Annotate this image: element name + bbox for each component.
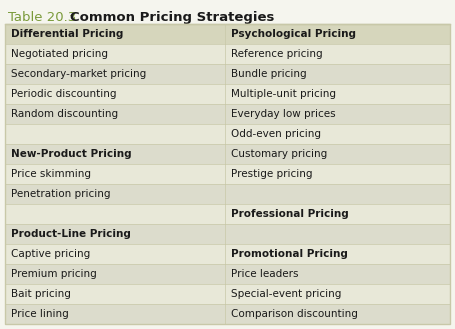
Bar: [5, 144, 450, 164]
Bar: [5, 24, 450, 44]
Text: Differential Pricing: Differential Pricing: [11, 29, 123, 39]
Text: Premium pricing: Premium pricing: [11, 269, 97, 279]
Bar: [5, 204, 450, 224]
Text: Periodic discounting: Periodic discounting: [11, 89, 116, 99]
Text: Price lining: Price lining: [11, 309, 69, 319]
Bar: [5, 244, 450, 264]
Bar: [5, 264, 450, 284]
Text: New-Product Pricing: New-Product Pricing: [11, 149, 131, 159]
Text: Common Pricing Strategies: Common Pricing Strategies: [70, 11, 274, 24]
Text: Negotiated pricing: Negotiated pricing: [11, 49, 108, 59]
Text: Special-event pricing: Special-event pricing: [231, 289, 341, 299]
Bar: [5, 84, 450, 104]
Text: Captive pricing: Captive pricing: [11, 249, 90, 259]
Text: Prestige pricing: Prestige pricing: [231, 169, 313, 179]
Bar: [5, 224, 450, 244]
Text: Secondary-market pricing: Secondary-market pricing: [11, 69, 146, 79]
Text: Comparison discounting: Comparison discounting: [231, 309, 358, 319]
Bar: [5, 304, 450, 324]
Text: Bait pricing: Bait pricing: [11, 289, 71, 299]
Text: Bundle pricing: Bundle pricing: [231, 69, 307, 79]
Text: Penetration pricing: Penetration pricing: [11, 189, 111, 199]
Bar: [5, 184, 450, 204]
Text: Multiple-unit pricing: Multiple-unit pricing: [231, 89, 336, 99]
Bar: [5, 64, 450, 84]
Text: Everyday low prices: Everyday low prices: [231, 109, 336, 119]
Text: Price skimming: Price skimming: [11, 169, 91, 179]
Text: Odd-even pricing: Odd-even pricing: [231, 129, 321, 139]
Text: Customary pricing: Customary pricing: [231, 149, 327, 159]
Text: Promotional Pricing: Promotional Pricing: [231, 249, 348, 259]
Text: Price leaders: Price leaders: [231, 269, 298, 279]
Text: Psychological Pricing: Psychological Pricing: [231, 29, 356, 39]
Text: Reference pricing: Reference pricing: [231, 49, 323, 59]
Text: Professional Pricing: Professional Pricing: [231, 209, 349, 219]
Text: Product-Line Pricing: Product-Line Pricing: [11, 229, 131, 239]
Text: Random discounting: Random discounting: [11, 109, 118, 119]
Bar: [5, 44, 450, 64]
Bar: [5, 124, 450, 144]
Text: Table 20.3: Table 20.3: [8, 11, 76, 24]
Bar: [5, 104, 450, 124]
Bar: [5, 284, 450, 304]
Bar: [5, 164, 450, 184]
